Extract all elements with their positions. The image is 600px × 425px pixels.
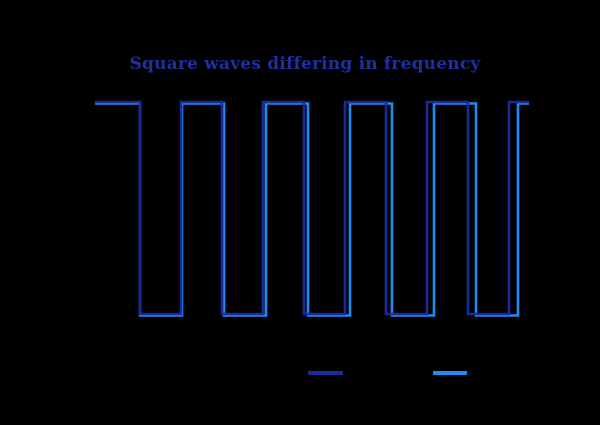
- legend-line-wave1: [308, 371, 343, 375]
- legend-line-wave2: [433, 371, 467, 375]
- chart-title: Square waves differing in frequency: [129, 54, 481, 74]
- wave-lines: [95, 100, 529, 317]
- square-wave-1-line: [95, 100, 529, 316]
- square-wave-2-line: [95, 102, 529, 317]
